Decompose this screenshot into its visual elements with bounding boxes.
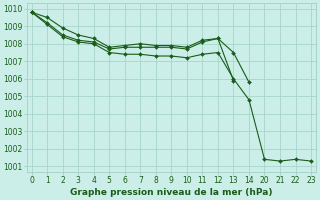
X-axis label: Graphe pression niveau de la mer (hPa): Graphe pression niveau de la mer (hPa) (70, 188, 273, 197)
